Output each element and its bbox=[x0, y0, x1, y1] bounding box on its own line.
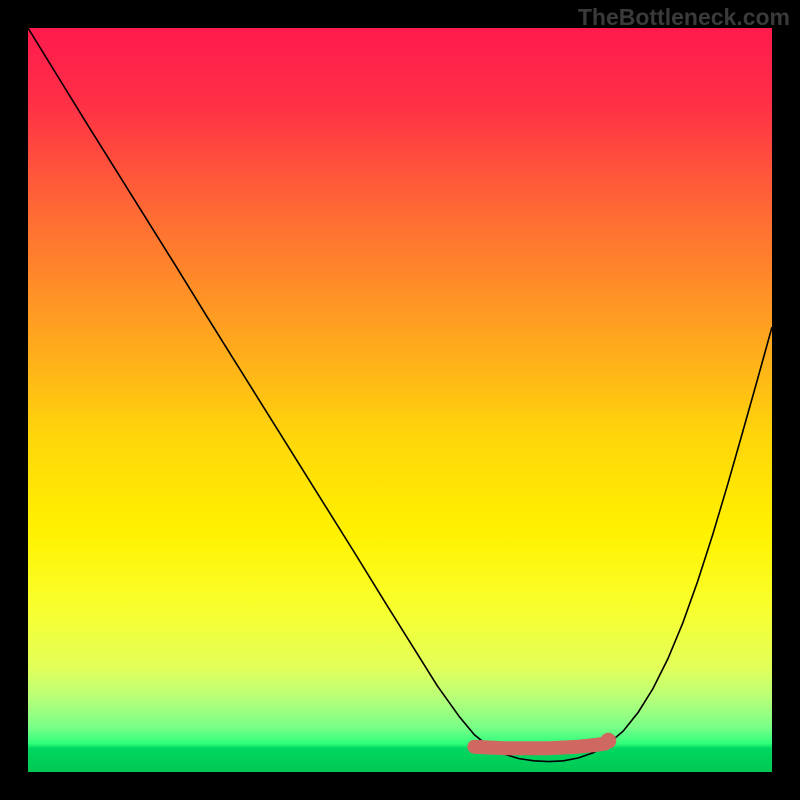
chart-overlay-svg bbox=[28, 28, 772, 772]
optimal-range-band bbox=[474, 744, 604, 748]
watermark-text: TheBottleneck.com bbox=[578, 4, 790, 31]
plot-area bbox=[28, 28, 772, 772]
optimal-range-highlight bbox=[474, 733, 616, 749]
chart-container: TheBottleneck.com bbox=[0, 0, 800, 800]
optimal-range-end-dot bbox=[600, 733, 616, 749]
bottleneck-curve bbox=[28, 28, 772, 762]
